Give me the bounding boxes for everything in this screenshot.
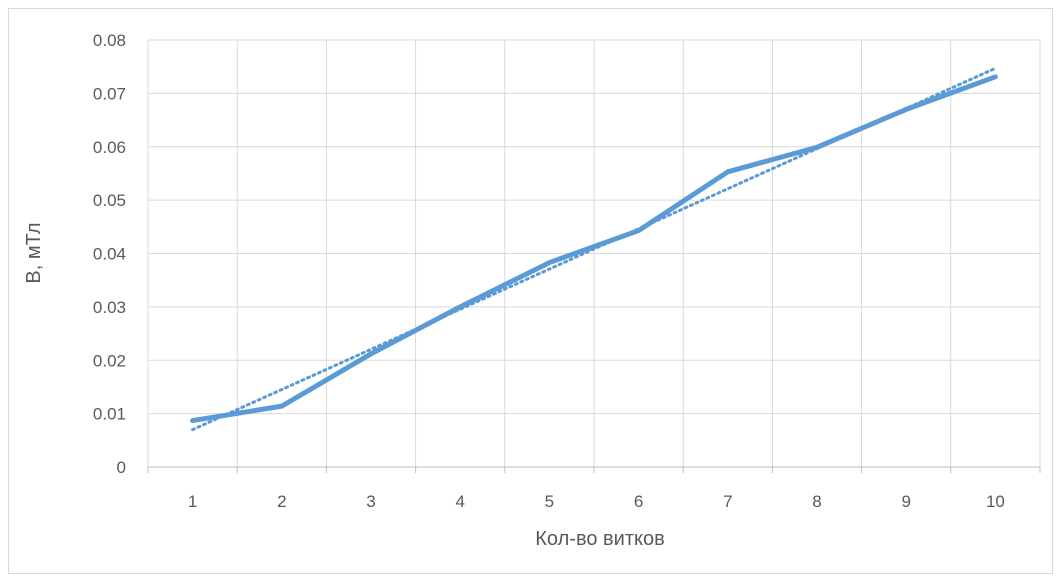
x-tick-label: 3 — [366, 492, 375, 511]
y-tick-labels: 0 0.01 0.02 0.03 0.04 0.05 0.06 0.07 0.08 — [93, 31, 126, 477]
y-tick-label: 0.07 — [93, 84, 126, 103]
data-point — [190, 418, 195, 423]
x-tick-label: 9 — [901, 492, 910, 511]
x-tick-label: 7 — [723, 492, 732, 511]
data-point — [369, 351, 374, 356]
y-tick-label: 0.04 — [93, 245, 126, 264]
x-tick-label: 5 — [545, 492, 554, 511]
data-point — [636, 228, 641, 233]
x-tick-label: 4 — [455, 492, 464, 511]
x-tick-label: 2 — [277, 492, 286, 511]
data-point — [993, 74, 998, 79]
y-tick-label: 0.03 — [93, 298, 126, 317]
y-tick-label: 0.05 — [93, 191, 126, 210]
data-point — [279, 404, 284, 409]
x-tick-label: 6 — [634, 492, 643, 511]
y-tick-label: 0 — [117, 458, 126, 477]
y-tick-label: 0.08 — [93, 31, 126, 50]
y-tick-label: 0.02 — [93, 351, 126, 370]
series-layer — [190, 74, 998, 424]
axes — [147, 466, 1041, 473]
chart-frame — [8, 8, 1053, 574]
x-tick-label: 1 — [188, 492, 197, 511]
x-tick-label: 8 — [812, 492, 821, 511]
data-point — [725, 169, 730, 174]
x-tick-labels: 1 2 3 4 5 6 7 8 9 10 — [188, 492, 1005, 511]
data-point — [547, 260, 552, 265]
y-tick-label: 0.06 — [93, 138, 126, 157]
gridlines — [147, 39, 1041, 467]
data-point — [458, 304, 463, 309]
y-tick-label: 0.01 — [93, 405, 126, 424]
x-axis-title: Кол-во витков — [535, 528, 664, 550]
data-point — [904, 107, 909, 112]
data-point — [815, 145, 820, 150]
x-tick-label: 10 — [986, 492, 1005, 511]
series-line — [190, 74, 998, 424]
y-axis-title: B, мТл — [23, 222, 45, 283]
